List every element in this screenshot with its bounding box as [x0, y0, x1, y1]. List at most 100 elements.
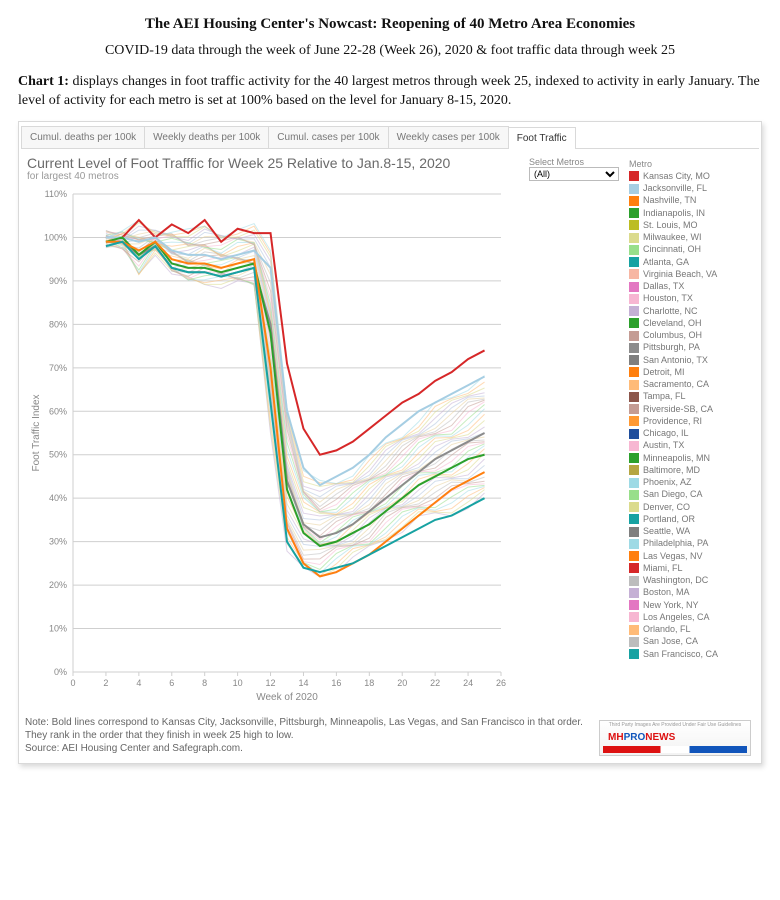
legend-swatch [629, 514, 639, 524]
legend-swatch [629, 625, 639, 635]
legend-swatch [629, 612, 639, 622]
legend-item[interactable]: San Francisco, CA [627, 649, 755, 661]
legend-swatch [629, 478, 639, 488]
svg-text:0: 0 [70, 678, 75, 688]
legend-swatch [629, 380, 639, 390]
legend-label: Cincinnati, OH [643, 244, 701, 255]
metro-select[interactable]: (All) [529, 167, 619, 181]
legend-label: Atlanta, GA [643, 257, 689, 268]
legend-label: Kansas City, MO [643, 171, 710, 182]
legend-item[interactable]: Boston, MA [627, 587, 755, 599]
svg-text:10: 10 [233, 678, 243, 688]
legend-item[interactable]: Virginia Beach, VA [627, 269, 755, 281]
legend-item[interactable]: Phoenix, AZ [627, 477, 755, 489]
legend-item[interactable]: Detroit, MI [627, 367, 755, 379]
svg-text:4: 4 [136, 678, 141, 688]
legend-label: Riverside-SB, CA [643, 404, 713, 415]
legend-swatch [629, 318, 639, 328]
legend-item[interactable]: San Diego, CA [627, 489, 755, 501]
legend-item[interactable]: Charlotte, NC [627, 306, 755, 318]
legend-item[interactable]: Houston, TX [627, 293, 755, 305]
legend-swatch [629, 637, 639, 647]
legend-label: Portland, OR [643, 514, 695, 525]
svg-text:10%: 10% [49, 623, 67, 633]
legend-item[interactable]: Portland, OR [627, 514, 755, 526]
legend-label: St. Louis, MO [643, 220, 698, 231]
legend-item[interactable]: Seattle, WA [627, 526, 755, 538]
legend-item[interactable]: Chicago, IL [627, 428, 755, 440]
legend-item[interactable]: Las Vegas, NV [627, 551, 755, 563]
legend-swatch [629, 355, 639, 365]
legend-item[interactable]: Austin, TX [627, 440, 755, 452]
svg-text:Foot Traffic Index: Foot Traffic Index [31, 394, 42, 471]
legend-label: San Diego, CA [643, 489, 703, 500]
legend-item[interactable]: Cincinnati, OH [627, 244, 755, 256]
legend-swatch [629, 588, 639, 598]
legend-item[interactable]: Philadelphia, PA [627, 538, 755, 550]
legend-item[interactable]: Kansas City, MO [627, 171, 755, 183]
legend-swatch [629, 404, 639, 414]
legend-item[interactable]: St. Louis, MO [627, 220, 755, 232]
svg-text:8: 8 [202, 678, 207, 688]
legend-item[interactable]: Los Angeles, CA [627, 612, 755, 624]
legend-swatch [629, 539, 639, 549]
legend-swatch [629, 429, 639, 439]
legend-label: Philadelphia, PA [643, 538, 708, 549]
legend-swatch [629, 367, 639, 377]
page-subtitle: COVID-19 data through the week of June 2… [18, 43, 762, 59]
legend-item[interactable]: Atlanta, GA [627, 257, 755, 269]
legend-label: San Francisco, CA [643, 649, 718, 660]
tab-weekly-cases-per-100k[interactable]: Weekly cases per 100k [388, 126, 509, 148]
legend-label: Chicago, IL [643, 428, 689, 439]
legend-item[interactable]: Washington, DC [627, 575, 755, 587]
legend-label: Orlando, FL [643, 624, 691, 635]
legend-label: Detroit, MI [643, 367, 685, 378]
legend-item[interactable]: Columbus, OH [627, 330, 755, 342]
legend-label: Baltimore, MD [643, 465, 700, 476]
legend-swatch [629, 208, 639, 218]
chart-container: Cumul. deaths per 100kWeekly deaths per … [18, 121, 762, 764]
legend-item[interactable]: Dallas, TX [627, 281, 755, 293]
legend-item[interactable]: San Antonio, TX [627, 355, 755, 367]
legend-swatch [629, 282, 639, 292]
legend-swatch [629, 576, 639, 586]
legend-item[interactable]: Orlando, FL [627, 624, 755, 636]
tab-bar: Cumul. deaths per 100kWeekly deaths per … [21, 126, 759, 149]
legend-item[interactable]: Cleveland, OH [627, 318, 755, 330]
svg-text:12: 12 [266, 678, 276, 688]
tab-cumul-deaths-per-100k[interactable]: Cumul. deaths per 100k [21, 126, 145, 148]
metro-select-group: Select Metros (All) [529, 157, 619, 181]
legend-swatch [629, 527, 639, 537]
svg-text:110%: 110% [45, 189, 67, 199]
legend-swatch [629, 649, 639, 659]
legend-item[interactable]: Baltimore, MD [627, 465, 755, 477]
line-chart: 0%10%20%30%40%50%60%70%80%90%100%110%024… [27, 186, 507, 706]
legend-item[interactable]: Denver, CO [627, 502, 755, 514]
legend-item[interactable]: Miami, FL [627, 563, 755, 575]
tab-cumul-cases-per-100k[interactable]: Cumul. cases per 100k [268, 126, 388, 148]
legend-swatch [629, 269, 639, 279]
chart-label: Chart 1: [18, 74, 69, 89]
svg-text:18: 18 [364, 678, 374, 688]
legend-item[interactable]: Pittsburgh, PA [627, 342, 755, 354]
tab-foot-traffic[interactable]: Foot Traffic [508, 127, 576, 149]
legend-item[interactable]: Minneapolis, MN [627, 453, 755, 465]
svg-text:2: 2 [103, 678, 108, 688]
legend-item[interactable]: Riverside-SB, CA [627, 404, 755, 416]
legend-item[interactable]: New York, NY [627, 600, 755, 612]
legend-item[interactable]: San Jose, CA [627, 636, 755, 648]
legend-item[interactable]: Providence, RI [627, 416, 755, 428]
legend-item[interactable]: Indianapolis, IN [627, 208, 755, 220]
legend-item[interactable]: Sacramento, CA [627, 379, 755, 391]
metro-select-label: Select Metros [529, 157, 619, 167]
legend-label: Indianapolis, IN [643, 208, 705, 219]
legend-item[interactable]: Milwaukee, WI [627, 232, 755, 244]
legend: Metro Kansas City, MOJacksonville, FLNas… [627, 155, 755, 706]
svg-text:Week of 2020: Week of 2020 [256, 692, 318, 703]
legend-swatch [629, 465, 639, 475]
legend-item[interactable]: Tampa, FL [627, 391, 755, 403]
tab-weekly-deaths-per-100k[interactable]: Weekly deaths per 100k [144, 126, 269, 148]
legend-item[interactable]: Jacksonville, FL [627, 183, 755, 195]
legend-item[interactable]: Nashville, TN [627, 195, 755, 207]
legend-label: Sacramento, CA [643, 379, 709, 390]
